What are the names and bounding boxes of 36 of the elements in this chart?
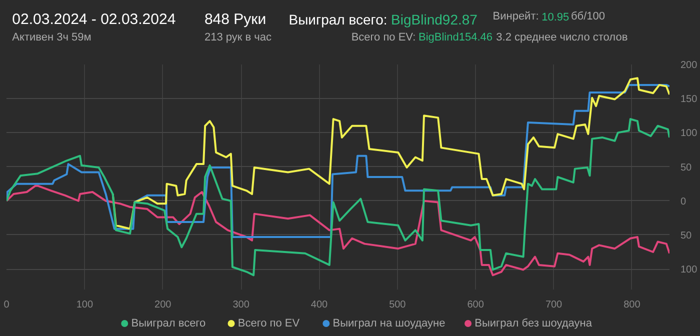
line-series bbox=[6, 118, 670, 276]
text: Винрейт: bbox=[492, 10, 539, 22]
text: 10.95 bbox=[542, 12, 570, 24]
x-tick-label: 200 bbox=[154, 300, 172, 310]
line-series bbox=[6, 184, 670, 276]
y-tick-label: 50 bbox=[680, 230, 692, 242]
y-tick-label: 0 bbox=[680, 196, 686, 208]
legend-label: Выиграл всего bbox=[131, 318, 206, 330]
chart-subtitle: Активен 3ч 59м bbox=[12, 32, 92, 44]
y-tick-label: 150 bbox=[680, 94, 698, 106]
x-tick-label: 100 bbox=[76, 300, 94, 310]
text: BigBlind154.46 bbox=[418, 32, 493, 44]
legend-label: Всего по EV bbox=[238, 318, 300, 330]
x-tick-label: 700 bbox=[545, 300, 563, 310]
text: 3.2 среднее число столов bbox=[496, 32, 628, 44]
y-tick-label: 200 bbox=[680, 60, 698, 71]
y-tick-label: 50 bbox=[680, 162, 692, 174]
x-tick-label: 400 bbox=[310, 300, 328, 310]
text: бб/100 bbox=[570, 10, 606, 22]
line-series bbox=[6, 84, 670, 238]
y-tick-label: 100 bbox=[680, 128, 698, 140]
chart-title: 02.03.2024 - 02.03.2024 bbox=[12, 11, 176, 28]
text: 848 Руки bbox=[204, 11, 266, 28]
x-tick-label: 600 bbox=[467, 300, 484, 310]
text: BigBlind92.87 bbox=[391, 12, 478, 28]
legend-label: Выиграл на шоудауне bbox=[332, 318, 446, 330]
x-tick-label: 300 bbox=[232, 300, 250, 310]
legend-label: Выиграл без шоудауна bbox=[474, 318, 593, 330]
text: 213 рук в час bbox=[204, 32, 272, 44]
text: Всего по EV: bbox=[351, 32, 416, 44]
x-tick-label: 0 bbox=[4, 300, 10, 310]
x-tick-label: 800 bbox=[624, 300, 641, 310]
line-series bbox=[112, 77, 670, 230]
x-tick-label: 500 bbox=[389, 300, 406, 310]
text: Выиграл всего: bbox=[288, 12, 388, 28]
y-tick-label: 100 bbox=[680, 264, 698, 276]
